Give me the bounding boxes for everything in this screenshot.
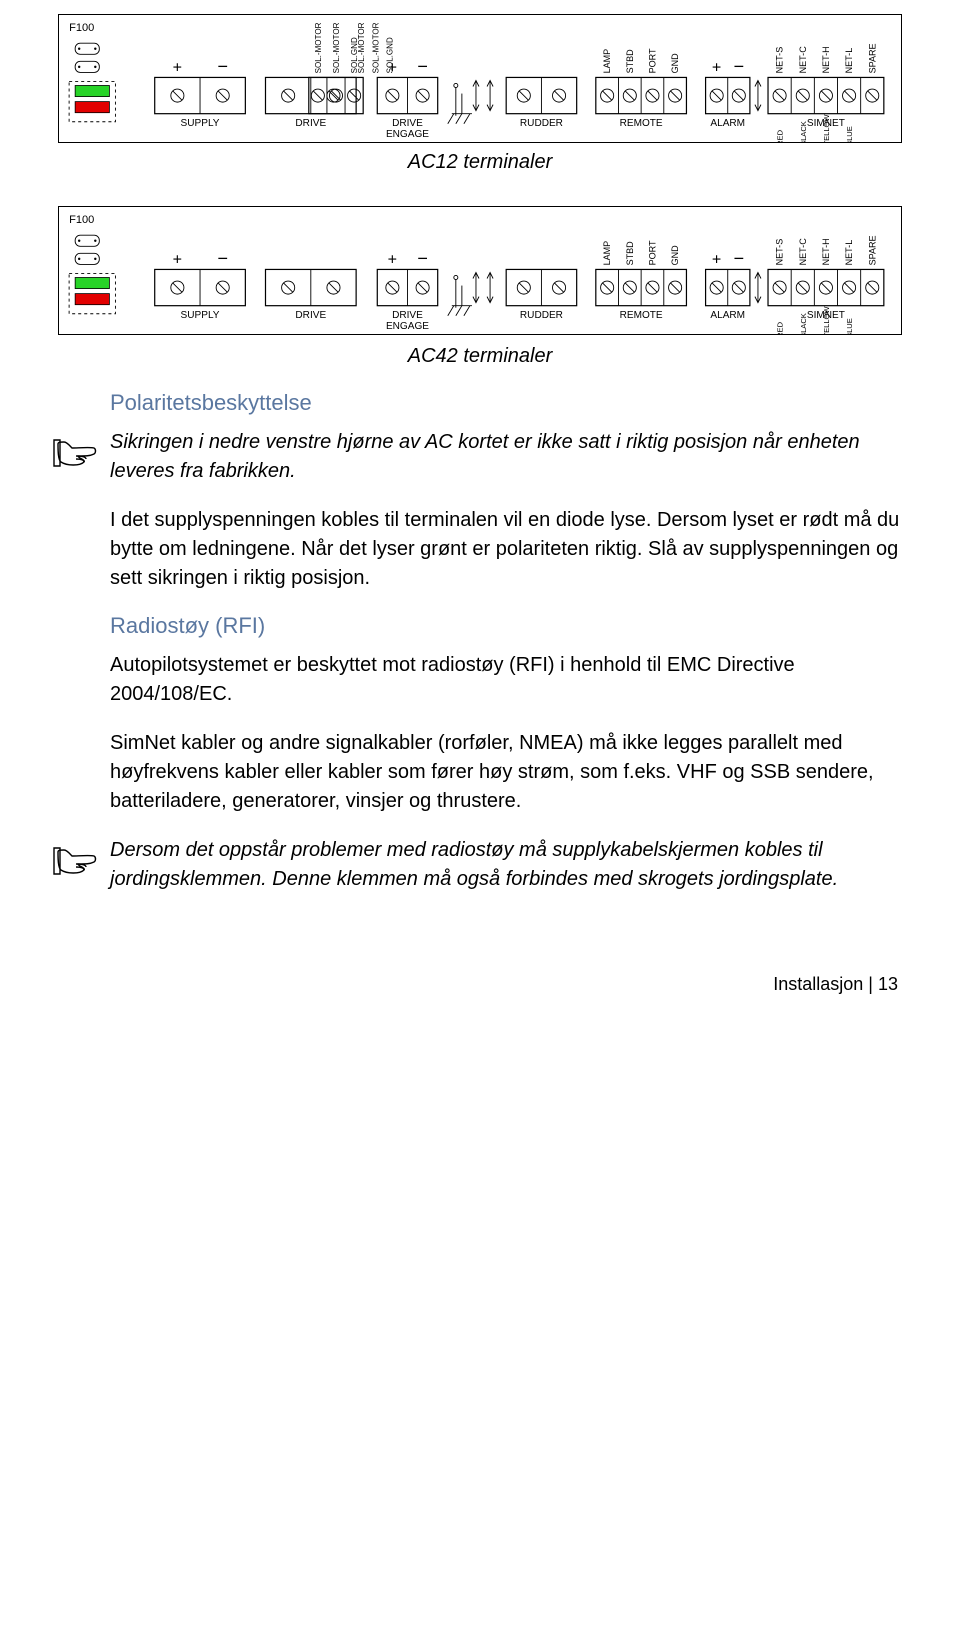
svg-text:DRIVE: DRIVE <box>295 118 326 129</box>
svg-text:LAMP: LAMP <box>602 49 612 74</box>
svg-text:SOL.-MOTOR: SOL.-MOTOR <box>314 22 323 73</box>
svg-text:ALARM: ALARM <box>710 118 745 129</box>
svg-text:YELLOW: YELLOW <box>822 305 831 333</box>
svg-text:NET-S: NET-S <box>775 239 785 266</box>
svg-text:SOL.-MOTOR: SOL.-MOTOR <box>332 22 341 73</box>
svg-text:REMOTE: REMOTE <box>620 310 663 321</box>
svg-text:+: + <box>388 250 397 268</box>
para-2: I det supplyspenningen kobles til termin… <box>110 506 902 593</box>
svg-text:REMOTE: REMOTE <box>620 118 663 129</box>
svg-text:−: − <box>217 56 228 76</box>
svg-text:BLUE: BLUE <box>845 126 854 142</box>
svg-text:−: − <box>217 248 228 268</box>
svg-text:F100: F100 <box>69 22 94 34</box>
svg-text:SPARE: SPARE <box>867 235 877 265</box>
svg-text:SPARE: SPARE <box>867 43 877 73</box>
svg-text:NET-S: NET-S <box>775 47 785 74</box>
svg-text:ENGAGE: ENGAGE <box>386 129 429 140</box>
pointing-hand-icon <box>52 840 100 880</box>
ac12-caption: AC12 terminaler <box>58 151 902 174</box>
para-5: Dersom det oppstår problemer med radiost… <box>110 836 902 894</box>
ac12-svg: F100SUPPLY+−DRIVESOL.-MOTORSOL.-MOTORSOL… <box>59 15 901 142</box>
svg-text:BLACK: BLACK <box>799 121 808 142</box>
rfi-heading: Radiostøy (RFI) <box>110 613 902 639</box>
svg-text:RUDDER: RUDDER <box>520 118 563 129</box>
svg-text:RED: RED <box>776 321 785 333</box>
para-1: Sikringen i nedre venstre hjørne av AC k… <box>110 428 902 486</box>
page-footer: Installasjon | 13 <box>58 974 902 995</box>
pointing-hand-icon <box>52 432 100 472</box>
svg-text:BLACK: BLACK <box>799 313 808 334</box>
svg-text:NET-H: NET-H <box>821 238 831 265</box>
svg-text:SOL.-MOTOR: SOL.-MOTOR <box>371 22 380 73</box>
svg-text:LAMP: LAMP <box>602 241 612 266</box>
svg-text:−: − <box>734 248 745 268</box>
svg-text:NET-H: NET-H <box>821 46 831 73</box>
ac42-caption: AC42 terminaler <box>58 345 902 368</box>
svg-text:GND: GND <box>670 245 680 266</box>
svg-text:PORT: PORT <box>647 48 657 73</box>
svg-text:DRIVE: DRIVE <box>392 118 423 129</box>
svg-text:GND: GND <box>670 53 680 74</box>
svg-text:+: + <box>173 250 182 268</box>
svg-text:SUPPLY: SUPPLY <box>181 118 220 129</box>
svg-text:SUPPLY: SUPPLY <box>181 310 220 321</box>
para-4: SimNet kabler og andre signalkabler (ror… <box>110 729 902 816</box>
svg-text:PORT: PORT <box>647 240 657 265</box>
para-3: Autopilotsystemet er beskyttet mot radio… <box>110 651 902 709</box>
svg-text:NET-C: NET-C <box>798 238 808 266</box>
svg-text:RUDDER: RUDDER <box>520 310 563 321</box>
ac42-svg: F100SUPPLY+−DRIVEDRIVEENGAGE+−RUDDERREMO… <box>59 207 901 334</box>
svg-text:NET-L: NET-L <box>844 240 854 266</box>
svg-text:DRIVE: DRIVE <box>392 310 423 321</box>
ac42-diagram: F100SUPPLY+−DRIVEDRIVEENGAGE+−RUDDERREMO… <box>58 206 902 335</box>
svg-text:STBD: STBD <box>625 49 635 74</box>
svg-text:RED: RED <box>776 129 785 141</box>
svg-text:DRIVE: DRIVE <box>295 310 326 321</box>
svg-text:F100: F100 <box>69 214 94 226</box>
svg-text:ALARM: ALARM <box>710 310 745 321</box>
svg-text:STBD: STBD <box>625 241 635 266</box>
svg-text:NET-C: NET-C <box>798 46 808 74</box>
svg-text:−: − <box>417 56 428 76</box>
svg-text:−: − <box>417 248 428 268</box>
ac12-diagram: F100SUPPLY+−DRIVESOL.-MOTORSOL.-MOTORSOL… <box>58 14 902 143</box>
polarity-heading: Polaritetsbeskyttelse <box>110 390 902 416</box>
svg-text:SOL.GND: SOL.GND <box>350 37 359 73</box>
svg-text:BLUE: BLUE <box>845 318 854 334</box>
svg-text:YELLOW: YELLOW <box>822 114 831 142</box>
svg-text:+: + <box>712 58 721 76</box>
svg-text:NET-L: NET-L <box>844 48 854 74</box>
svg-text:+: + <box>173 58 182 76</box>
svg-text:+: + <box>712 250 721 268</box>
svg-text:ENGAGE: ENGAGE <box>386 321 429 332</box>
svg-text:+: + <box>388 58 397 76</box>
svg-text:−: − <box>734 56 745 76</box>
